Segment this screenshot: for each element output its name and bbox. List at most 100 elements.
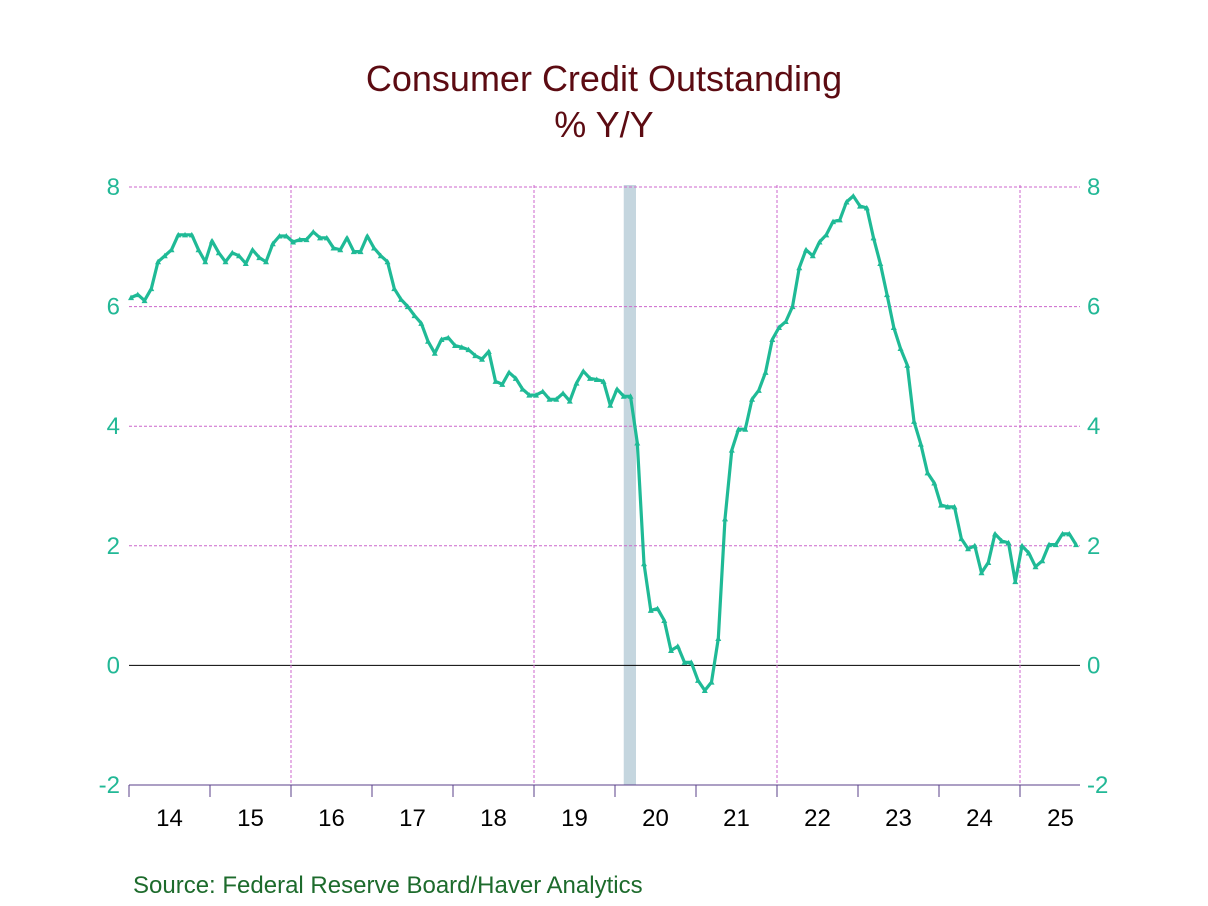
data-point <box>458 344 465 350</box>
data-point <box>290 239 297 245</box>
data-point <box>411 312 418 319</box>
data-point <box>134 291 141 298</box>
data-point <box>661 617 668 624</box>
data-point <box>830 218 837 225</box>
data-point <box>641 560 648 567</box>
data-point <box>1032 563 1039 570</box>
data-point <box>161 252 168 259</box>
data-point <box>877 260 884 267</box>
data-point <box>168 246 175 253</box>
data-point <box>769 336 776 342</box>
data-point <box>614 386 621 392</box>
data-point <box>303 236 310 243</box>
data-point <box>499 381 506 387</box>
data-point <box>229 249 236 256</box>
data-point <box>796 264 803 271</box>
data-point <box>1073 541 1080 548</box>
y-tick-label-left: 2 <box>107 533 120 560</box>
data-point <box>897 345 904 351</box>
y-tick-label-right: 4 <box>1087 413 1100 440</box>
x-tick-label: 17 <box>399 805 426 832</box>
data-point <box>917 441 924 447</box>
y-tick-label-right: 6 <box>1087 294 1100 321</box>
x-tick-label: 23 <box>885 805 912 832</box>
data-point <box>492 378 499 384</box>
y-tick-label-left: 0 <box>107 652 120 679</box>
data-point <box>472 352 479 359</box>
data-point <box>1019 542 1026 549</box>
x-tick-label: 14 <box>156 805 183 832</box>
data-point <box>998 538 1005 544</box>
data-point <box>607 402 614 408</box>
x-tick-label: 25 <box>1047 805 1074 832</box>
data-point <box>1046 541 1053 548</box>
data-point <box>843 198 850 205</box>
data-point <box>391 285 398 292</box>
y-tick-label-right: 2 <box>1087 533 1100 560</box>
data-point <box>931 480 938 486</box>
source-note: Source: Federal Reserve Board/Haver Anal… <box>133 872 643 899</box>
data-point <box>600 378 607 384</box>
x-tick-label: 19 <box>561 805 588 832</box>
data-point <box>357 248 364 255</box>
data-point <box>533 392 540 398</box>
data-point <box>742 426 749 432</box>
data-point <box>938 502 945 508</box>
data-point <box>755 387 762 393</box>
data-point <box>647 607 654 613</box>
data-point <box>857 203 864 209</box>
x-tick-label: 15 <box>237 805 264 832</box>
data-point <box>283 233 290 239</box>
data-point <box>256 254 263 261</box>
data-point <box>1025 549 1032 556</box>
data-point <box>398 296 405 302</box>
data-point <box>269 240 276 247</box>
data-point <box>310 228 317 235</box>
data-point <box>749 396 756 402</box>
chart-subtitle: % Y/Y <box>554 104 654 145</box>
data-point <box>668 647 675 653</box>
data-point <box>951 503 958 510</box>
data-point <box>681 659 688 665</box>
data-point <box>560 390 567 396</box>
data-point <box>1039 557 1046 564</box>
data-point <box>155 258 162 265</box>
x-tick-label: 18 <box>480 805 507 832</box>
x-tick-label: 21 <box>723 805 750 832</box>
data-point <box>904 362 911 368</box>
data-point <box>236 252 243 259</box>
data-point <box>782 318 789 325</box>
data-point <box>317 234 324 241</box>
data-point <box>506 369 513 375</box>
x-tick-label: 20 <box>642 805 669 832</box>
data-point <box>708 679 715 685</box>
data-point <box>431 350 438 356</box>
data-point <box>688 659 695 665</box>
x-tick-label: 24 <box>966 805 993 832</box>
y-tick-label-left: 8 <box>107 174 120 201</box>
data-point <box>634 439 641 446</box>
data-point <box>485 348 492 354</box>
data-point <box>465 346 472 353</box>
data-point <box>715 635 722 641</box>
data-point <box>1005 539 1012 546</box>
data-point <box>789 303 796 310</box>
data-point <box>816 239 823 245</box>
data-point <box>722 515 729 522</box>
data-point <box>627 393 634 399</box>
data-point <box>978 569 985 576</box>
data-point <box>965 545 972 552</box>
y-tick-label-right: 0 <box>1087 652 1100 679</box>
data-point <box>823 231 830 238</box>
data-point <box>323 234 330 241</box>
data-point <box>762 369 769 375</box>
data-point <box>890 324 897 331</box>
data-point <box>445 334 452 341</box>
data-point <box>958 535 965 542</box>
data-point <box>249 246 256 253</box>
data-point <box>242 260 249 267</box>
data-point <box>330 244 337 251</box>
data-point <box>182 231 189 238</box>
data-point <box>222 258 229 265</box>
data-point <box>202 258 209 265</box>
